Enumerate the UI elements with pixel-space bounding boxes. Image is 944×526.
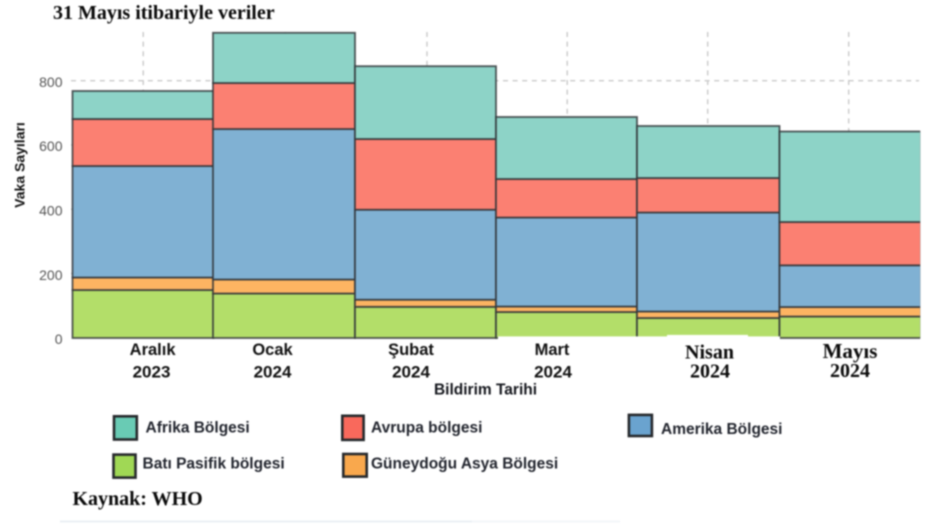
svg-text:31 Mayıs itibariyle veriler: 31 Mayıs itibariyle veriler (53, 2, 275, 24)
svg-text:Afrika Bölgesi: Afrika Bölgesi (146, 420, 250, 437)
svg-text:Aralık: Aralık (130, 341, 177, 359)
svg-text:200: 200 (39, 267, 63, 283)
svg-text:Nisan: Nisan (685, 342, 734, 364)
svg-text:600: 600 (39, 138, 63, 154)
svg-text:2023: 2023 (133, 363, 171, 382)
svg-text:800: 800 (39, 74, 63, 90)
svg-text:2024: 2024 (254, 363, 292, 382)
svg-text:Vaka Sayıları: Vaka Sayıları (12, 122, 28, 208)
svg-text:Kaynak: WHO: Kaynak: WHO (73, 488, 203, 510)
svg-text:Mart: Mart (535, 341, 570, 359)
svg-text:Avrupa bölgesi: Avrupa bölgesi (371, 420, 482, 437)
svg-text:Batı Pasifik bölgesi: Batı Pasifik bölgesi (143, 456, 285, 473)
svg-text:2024: 2024 (830, 360, 870, 382)
svg-text:2024: 2024 (534, 363, 572, 382)
svg-text:2024: 2024 (392, 363, 430, 382)
svg-text:Bildirim Tarihi: Bildirim Tarihi (434, 382, 537, 399)
svg-text:Mayıs: Mayıs (823, 339, 878, 363)
svg-text:Güneydoğu Asya Bölgesi: Güneydoğu Asya Bölgesi (371, 456, 558, 473)
svg-text:Şubat: Şubat (388, 341, 434, 359)
svg-text:Amerika Bölgesi: Amerika Bölgesi (661, 421, 782, 438)
svg-text:400: 400 (39, 203, 63, 219)
svg-text:0: 0 (55, 331, 63, 347)
svg-text:Ocak: Ocak (252, 341, 293, 359)
svg-text:2024: 2024 (690, 361, 730, 383)
